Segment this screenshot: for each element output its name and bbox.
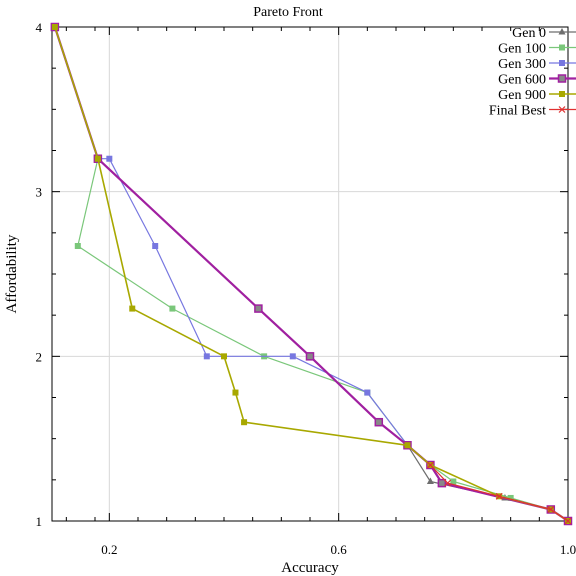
legend-item-gen-100: Gen 100 (498, 42, 576, 57)
gen-600-point (305, 352, 315, 361)
gen-600-point (437, 478, 447, 488)
legend-label: Gen 600 (498, 73, 546, 88)
gen-300-point (364, 389, 371, 396)
gen-900-point (94, 155, 101, 162)
legend-item-gen-0: Gen 0 (512, 26, 576, 41)
legend-label: Gen 100 (498, 42, 546, 57)
x-tick-label: 1.0 (560, 542, 576, 557)
y-tick-label: 2 (36, 349, 43, 364)
chart-title: Pareto Front (253, 5, 323, 20)
legend-label: Gen 900 (498, 88, 546, 103)
legend-item-gen-300: Gen 300 (498, 57, 576, 72)
legend-gen-0-point (558, 28, 566, 35)
legend-item-gen-600: Gen 600 (498, 73, 576, 88)
y-axis-label: Affordability (4, 234, 20, 313)
gen-900-point (232, 389, 239, 396)
x-axis-label: Accuracy (281, 560, 339, 576)
gen-600-point (254, 304, 263, 313)
legend-gen-300-point (559, 60, 565, 66)
x-tick-label: 0.6 (331, 542, 348, 557)
legend-label: Final Best (489, 104, 546, 119)
final-best-point (495, 492, 503, 500)
legend-gen-900-point (559, 91, 565, 97)
gen-900-point (129, 305, 136, 312)
gen-300-point (152, 243, 159, 250)
y-tick-label: 3 (36, 185, 43, 200)
final-best-point (426, 461, 434, 469)
gen-300-point (203, 353, 210, 360)
series-group (50, 22, 573, 526)
gen-900-point (221, 353, 227, 360)
x-tick-label: 0.2 (101, 542, 117, 557)
legend-label: Gen 300 (498, 57, 546, 72)
gen-100-point (169, 305, 176, 312)
final-best-point (547, 506, 555, 513)
gen-900-point (51, 24, 58, 30)
series-final-best (426, 461, 572, 525)
final-best-point (564, 517, 572, 525)
legend-gen-100-point (559, 44, 565, 51)
gen-600-point (374, 417, 384, 427)
final-best-point (444, 479, 452, 487)
gen-300-point (106, 155, 113, 162)
gen-0-point (426, 477, 434, 484)
legend-final-best-point (558, 106, 566, 113)
legend-item-gen-900: Gen 900 (498, 88, 576, 103)
legend-item-final-best: Final Best (489, 104, 576, 119)
legend-label: Gen 0 (512, 26, 546, 41)
gen-100-point (450, 478, 457, 485)
y-tick-label: 1 (36, 514, 43, 529)
gen-300-point (289, 353, 296, 360)
gen-100-point (507, 494, 514, 501)
legend-gen-600-point (557, 74, 567, 83)
gen-900-point (241, 419, 248, 426)
axes: 0.2 0.6 1.0 1 2 3 4 (36, 20, 576, 557)
gen-100-point (74, 243, 81, 250)
gen-900-point (404, 442, 411, 449)
y-tick-label: 4 (36, 20, 43, 35)
